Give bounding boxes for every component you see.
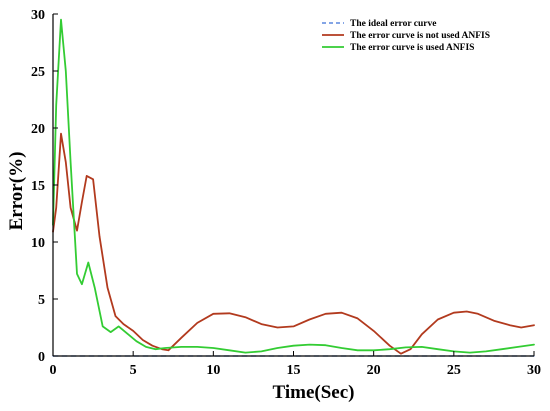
legend-label-0: The ideal error curve xyxy=(350,19,436,29)
y-tick-label: 0 xyxy=(38,350,45,365)
x-tick-label: 20 xyxy=(367,363,381,378)
y-tick-label: 5 xyxy=(38,293,45,308)
y-tick-label: 10 xyxy=(31,236,45,251)
x-tick-label: 15 xyxy=(287,363,301,378)
legend-label-2: The error curve is used ANFIS xyxy=(350,43,474,53)
series-line-2 xyxy=(52,18,535,354)
plot-area xyxy=(53,14,534,356)
legend: The ideal error curve The error curve is … xyxy=(322,19,490,53)
x-tick-label: 10 xyxy=(206,363,220,378)
y-tick-label: 30 xyxy=(31,8,45,23)
x-axis-title: Time(Sec) xyxy=(273,382,355,403)
x-tick-label: 30 xyxy=(527,363,541,378)
y-tick-label: 15 xyxy=(31,179,45,194)
y-tick-label: 20 xyxy=(31,122,45,137)
y-tick-label: 25 xyxy=(31,65,45,80)
plot-background xyxy=(53,14,534,356)
y-axis-title: Error(%) xyxy=(6,152,27,231)
legend-label-1: The error curve is not used ANFIS xyxy=(350,31,490,41)
ticks-layer: 0 5 10 15 20 25 30 0 5 10 15 20 25 30 xyxy=(31,8,541,378)
series-line-1 xyxy=(52,132,535,355)
x-tick-label: 25 xyxy=(447,363,461,378)
x-tick-label: 0 xyxy=(50,363,57,378)
x-tick-label: 5 xyxy=(130,363,137,378)
